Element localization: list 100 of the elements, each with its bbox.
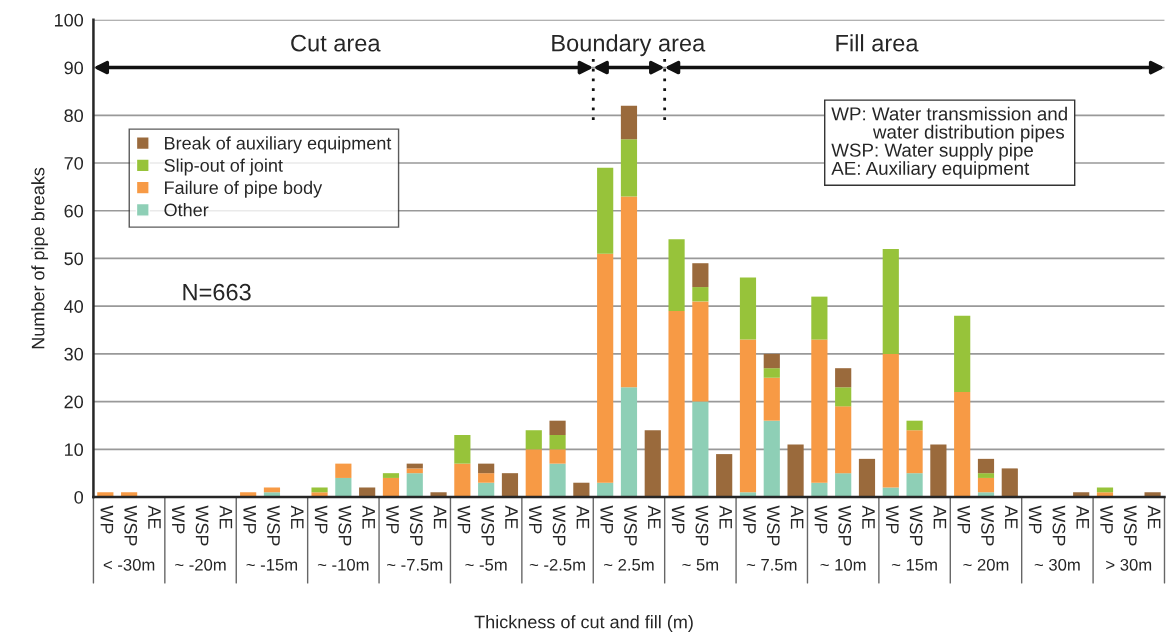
x-tick-label: WSP — [195, 505, 209, 546]
x-tick-label: WP — [957, 505, 970, 534]
x-tick-label: WSP — [338, 505, 352, 546]
y-axis-title: Number of pipe breaks — [31, 167, 49, 349]
x-tick-label: WP — [1028, 505, 1042, 534]
annotation: Boundary area — [552, 34, 706, 57]
bar — [763, 377, 780, 421]
bar — [835, 473, 852, 498]
x-tick-label: WSP — [766, 505, 780, 546]
legend-label: Slip-out of joint — [164, 158, 283, 176]
legend-label: Break of auxiliary equipment — [165, 136, 392, 154]
bar — [406, 468, 423, 474]
bar — [1096, 487, 1114, 493]
x-tick-label: WP — [814, 505, 828, 534]
bar — [882, 487, 899, 498]
bar — [835, 368, 852, 388]
x-tick-label: WSP — [409, 505, 423, 546]
bar — [906, 430, 923, 474]
bar — [811, 482, 828, 498]
bar — [644, 430, 661, 498]
bar — [954, 392, 971, 498]
bar — [763, 420, 780, 498]
bar — [406, 473, 423, 498]
x-tick-label: WP — [172, 505, 185, 534]
bar — [811, 339, 828, 483]
bar — [930, 444, 947, 498]
bar — [335, 463, 352, 478]
bar — [620, 196, 638, 388]
bar — [692, 263, 709, 288]
x-tick-label: WP — [457, 505, 471, 534]
bar — [478, 473, 495, 483]
bar — [620, 387, 638, 498]
x-tick-label: WSP — [838, 505, 852, 546]
bar — [882, 353, 899, 488]
text: ~ -10m — [317, 558, 369, 571]
x-tick-label: AE — [505, 505, 518, 529]
bar — [787, 444, 804, 498]
bar — [501, 473, 519, 498]
y-tick-label: 100 — [54, 13, 84, 27]
text: ~ 30m — [1034, 558, 1080, 571]
y-tick-label: 80 — [64, 109, 84, 123]
y-tick-label: 40 — [64, 300, 84, 313]
annotation: Cut area — [291, 34, 381, 52]
x-tick-label: WSP — [1052, 505, 1066, 546]
bar — [858, 458, 876, 498]
text: ~ 7.5m — [746, 559, 797, 571]
bar — [906, 473, 923, 498]
annotation: N=663 — [183, 283, 251, 301]
bar — [478, 463, 495, 474]
x-tick-label: AE — [862, 505, 875, 529]
text: ~ 10m — [820, 558, 866, 571]
x-tick-label: AE — [433, 505, 447, 529]
x-tick-label: AE — [576, 505, 590, 529]
x-tick-label: WP — [671, 505, 685, 534]
x-tick-label: AE — [1147, 505, 1161, 529]
x-tick-label: AE — [148, 505, 161, 529]
bar — [525, 449, 542, 498]
y-tick-label: 50 — [64, 252, 84, 266]
x-tick-label: WSP — [909, 505, 923, 546]
x-tick-label: WSP — [1123, 505, 1137, 546]
bar — [597, 253, 614, 483]
text: ~ -20m — [175, 558, 226, 571]
text: ~ -7.5m — [387, 559, 443, 571]
x-tick-label: WSP — [552, 505, 566, 546]
bar — [1001, 468, 1018, 498]
bar — [668, 310, 685, 498]
bar — [454, 435, 471, 464]
x-tick-label: AE — [933, 505, 947, 529]
bar — [382, 473, 400, 478]
text: ~ -15m — [246, 559, 298, 571]
text: ~ 15m — [891, 559, 937, 571]
bar — [692, 287, 709, 302]
bar — [692, 401, 709, 498]
x-tick-label: WSP — [695, 505, 709, 546]
y-tick-label: 10 — [65, 443, 84, 457]
bar — [620, 139, 638, 197]
bar — [835, 387, 852, 407]
bar — [668, 239, 685, 311]
y-tick-label: 70 — [64, 156, 84, 170]
bar — [573, 482, 590, 498]
x-tick-label: AE — [648, 505, 661, 529]
x-tick-label: WP — [100, 505, 114, 534]
x-tick-label: WP — [386, 505, 399, 534]
bar — [692, 301, 709, 402]
x-tick-label: WSP — [624, 505, 637, 546]
x-tick-label: WP — [600, 505, 613, 534]
bar — [620, 105, 638, 140]
bar — [478, 482, 495, 498]
bar — [739, 277, 757, 340]
x-tick-label: AE — [790, 505, 804, 529]
x-tick-label: WSP — [124, 505, 138, 546]
x-tick-label: WP — [886, 505, 899, 534]
x-tick-label: WP — [314, 505, 328, 534]
legend-label: Failure of pipe body — [165, 180, 323, 198]
y-tick-label: 20 — [64, 395, 84, 409]
x-tick-label: WP — [1100, 505, 1113, 534]
bar — [335, 477, 352, 498]
bar — [454, 463, 471, 498]
annotation: Fill area — [836, 34, 919, 52]
bar — [977, 458, 995, 474]
